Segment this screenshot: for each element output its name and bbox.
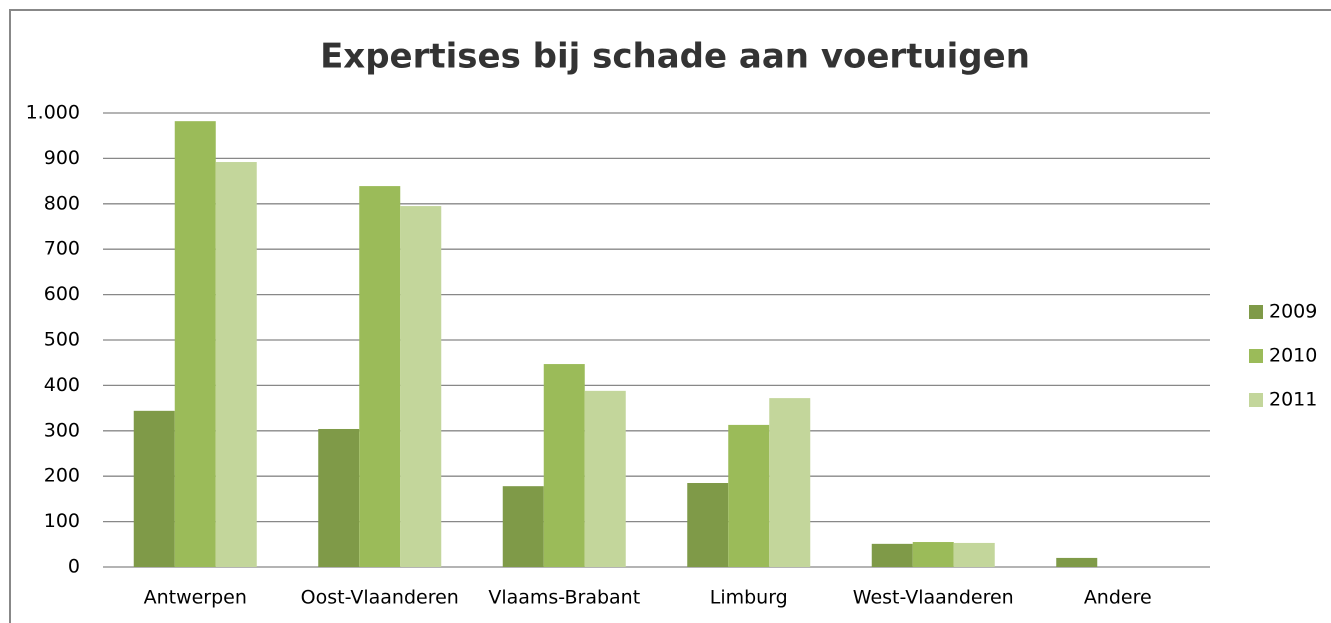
legend-label: 2011 xyxy=(1269,389,1317,411)
bar xyxy=(769,398,811,567)
bar xyxy=(728,424,770,567)
y-tick-label: 400 xyxy=(44,374,80,396)
bar xyxy=(502,486,544,567)
bar xyxy=(543,364,585,567)
bar xyxy=(400,206,442,567)
bar xyxy=(359,186,401,567)
legend-swatch xyxy=(1249,349,1263,363)
y-tick-label: 300 xyxy=(44,419,80,441)
x-tick-label: Limburg xyxy=(710,587,788,609)
bar xyxy=(687,483,729,567)
y-tick-label: 0 xyxy=(68,556,80,578)
y-tick-label: 600 xyxy=(44,283,80,305)
legend-swatch xyxy=(1249,393,1263,407)
x-tick-label: Antwerpen xyxy=(144,587,247,609)
bar xyxy=(318,428,360,567)
y-tick-label: 900 xyxy=(44,147,80,169)
bar xyxy=(584,390,626,567)
x-tick-label: Oost-Vlaanderen xyxy=(301,587,459,609)
y-tick-label: 500 xyxy=(44,329,80,351)
bar xyxy=(215,162,257,568)
legend-label: 2009 xyxy=(1269,301,1317,323)
bar xyxy=(133,410,175,567)
legend-swatch xyxy=(1249,305,1263,319)
x-tick-label: Vlaams-Brabant xyxy=(488,587,640,609)
chart-title: Expertises bij schade aan voertuigen xyxy=(320,37,1030,77)
bar xyxy=(953,542,995,567)
legend-label: 2010 xyxy=(1269,345,1317,367)
y-tick-label: 100 xyxy=(44,510,80,532)
x-tick-label: West-Vlaanderen xyxy=(853,587,1014,609)
y-tick-label: 700 xyxy=(44,238,80,260)
y-tick-label: 200 xyxy=(44,465,80,487)
y-tick-label: 800 xyxy=(44,192,80,214)
bar xyxy=(174,121,216,567)
x-tick-label: Andere xyxy=(1084,587,1152,609)
bar xyxy=(1056,557,1098,567)
bar xyxy=(912,542,954,567)
bar xyxy=(871,543,913,567)
y-tick-label: 1.000 xyxy=(26,102,80,124)
